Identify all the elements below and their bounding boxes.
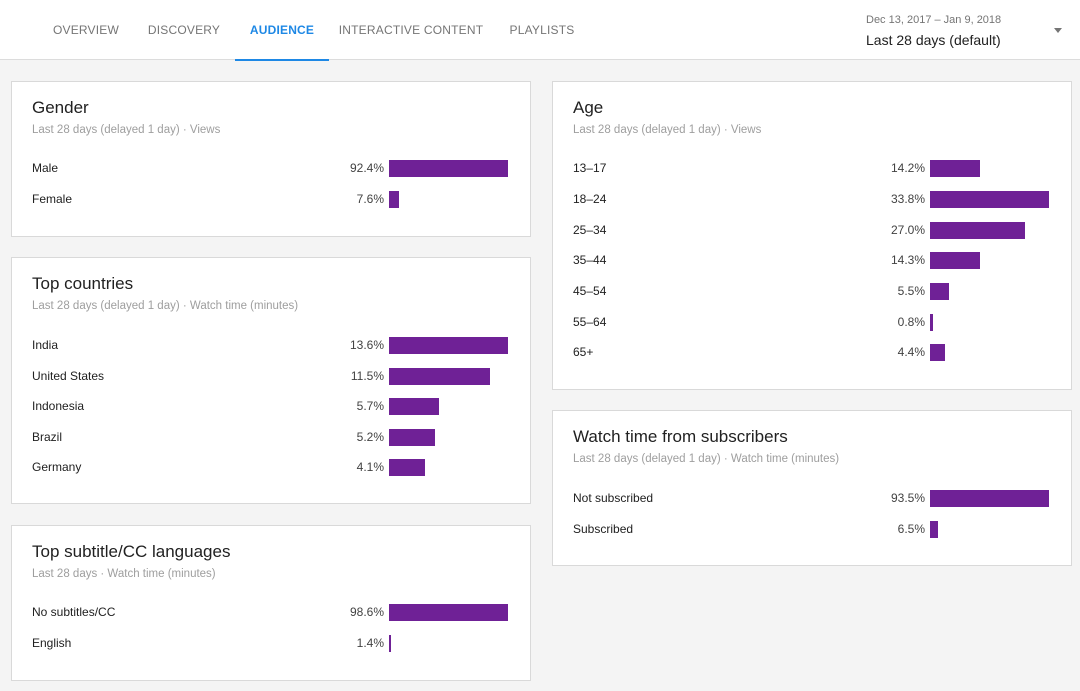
row-label: Germany (32, 460, 82, 474)
row-percent: 14.2% (890, 161, 925, 175)
row-percent: 98.6% (349, 605, 384, 619)
top-countries-card: Top countries Last 28 days (delayed 1 da… (11, 257, 531, 504)
row-percent: 4.1% (356, 460, 384, 474)
list-item: 65+ 4.4% (553, 343, 1071, 363)
row-label: 55–64 (573, 315, 607, 329)
list-item: 55–64 0.8% (553, 313, 1071, 333)
list-item: Brazil 5.2% (12, 428, 530, 448)
list-item: 25–34 27.0% (553, 221, 1071, 241)
bar (389, 368, 490, 385)
row-percent: 27.0% (890, 223, 925, 237)
card-title: Top countries (32, 274, 134, 293)
bar (389, 398, 439, 415)
row-label: 35–44 (573, 253, 607, 267)
age-card: Age Last 28 days (delayed 1 day) · Views… (552, 81, 1072, 390)
tab-overview[interactable]: OVERVIEW (52, 23, 120, 37)
tab-audience[interactable]: AUDIENCE (235, 0, 329, 61)
bar (930, 160, 980, 177)
bar (389, 337, 508, 354)
card-subtitle: Last 28 days (delayed 1 day) · Watch tim… (32, 300, 299, 312)
row-percent: 92.4% (349, 161, 384, 175)
card-subtitle: Last 28 days (delayed 1 day) · Views (573, 124, 762, 136)
row-percent: 0.8% (897, 315, 925, 329)
subtitle-languages-card: Top subtitle/CC languages Last 28 days ·… (11, 525, 531, 681)
row-percent: 4.4% (897, 345, 925, 359)
row-label: 65+ (573, 345, 594, 359)
subscribers-card: Watch time from subscribers Last 28 days… (552, 410, 1072, 566)
row-label: 25–34 (573, 223, 607, 237)
row-percent: 13.6% (349, 338, 384, 352)
bar (389, 604, 508, 621)
row-label: India (32, 338, 59, 352)
list-item: No subtitles/CC 98.6% (12, 603, 530, 623)
bar (389, 191, 399, 208)
bar (930, 490, 1049, 507)
row-label: Male (32, 161, 59, 175)
list-item: 13–17 14.2% (553, 159, 1071, 179)
date-range-dates: Dec 13, 2017 – Jan 9, 2018 (866, 14, 1002, 26)
row-label: No subtitles/CC (32, 605, 116, 619)
list-item: Indonesia 5.7% (12, 397, 530, 417)
list-item: Female 7.6% (12, 190, 530, 210)
row-label: Indonesia (32, 399, 85, 413)
row-percent: 7.6% (356, 192, 384, 206)
row-percent: 6.5% (897, 522, 925, 536)
bar (930, 344, 945, 361)
card-title: Watch time from subscribers (573, 427, 788, 446)
list-item: United States 11.5% (12, 367, 530, 387)
row-percent: 5.5% (897, 284, 925, 298)
list-item: Subscribed 6.5% (553, 520, 1071, 540)
row-label: Female (32, 192, 73, 206)
bar (930, 222, 1025, 239)
date-range-label: Last 28 days (default) (866, 32, 1001, 48)
tab-interactive-content[interactable]: INTERACTIVE CONTENT (338, 23, 484, 37)
gender-card: Gender Last 28 days (delayed 1 day) · Vi… (11, 81, 531, 237)
tab-discovery[interactable]: DISCOVERY (147, 23, 221, 37)
row-percent: 33.8% (890, 192, 925, 206)
card-subtitle: Last 28 days · Watch time (minutes) (32, 568, 216, 580)
row-label: English (32, 636, 72, 650)
bar (389, 160, 508, 177)
row-label: 18–24 (573, 192, 607, 206)
row-percent: 5.2% (356, 430, 384, 444)
list-item: Germany 4.1% (12, 458, 530, 478)
list-item: 35–44 14.3% (553, 251, 1071, 271)
bar (389, 635, 391, 652)
list-item: India 13.6% (12, 336, 530, 356)
top-bar: OVERVIEW DISCOVERY AUDIENCE INTERACTIVE … (0, 0, 1080, 61)
list-item: Not subscribed 93.5% (553, 489, 1071, 509)
row-label: 13–17 (573, 161, 607, 175)
card-subtitle: Last 28 days (delayed 1 day) · Watch tim… (573, 453, 840, 465)
card-subtitle: Last 28 days (delayed 1 day) · Views (32, 124, 221, 136)
card-title: Top subtitle/CC languages (32, 542, 231, 561)
bar (389, 429, 435, 446)
bar (930, 314, 933, 331)
bar (930, 283, 949, 300)
row-percent: 1.4% (356, 636, 384, 650)
row-label: Brazil (32, 430, 63, 444)
row-percent: 5.7% (356, 399, 384, 413)
date-range-selector[interactable]: Dec 13, 2017 – Jan 9, 2018 Last 28 days … (866, 12, 1066, 52)
dropdown-caret-icon[interactable] (1054, 28, 1062, 33)
card-title: Age (573, 98, 604, 117)
row-percent: 14.3% (890, 253, 925, 267)
row-percent: 11.5% (350, 369, 384, 383)
list-item: 18–24 33.8% (553, 190, 1071, 210)
bar (930, 252, 980, 269)
row-label: United States (32, 369, 105, 383)
list-item: Male 92.4% (12, 159, 530, 179)
row-label: Subscribed (573, 522, 634, 536)
row-percent: 93.5% (890, 491, 925, 505)
bar (930, 191, 1049, 208)
card-title: Gender (32, 98, 89, 117)
bar (389, 459, 425, 476)
list-item: 45–54 5.5% (553, 282, 1071, 302)
tab-playlists[interactable]: PLAYLISTS (509, 23, 575, 37)
list-item: English 1.4% (12, 634, 530, 654)
row-label: Not subscribed (573, 491, 654, 505)
row-label: 45–54 (573, 284, 607, 298)
bar (930, 521, 938, 538)
